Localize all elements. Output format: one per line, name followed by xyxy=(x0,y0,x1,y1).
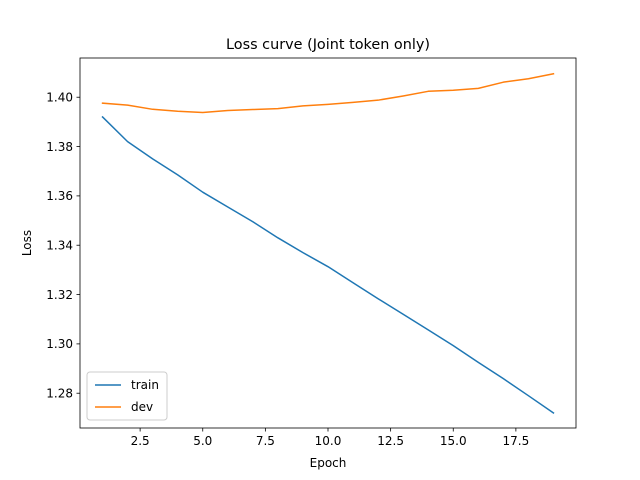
x-tick-label: 15.0 xyxy=(440,434,467,448)
x-tick-label: 7.5 xyxy=(256,434,275,448)
series-line-train xyxy=(101,115,555,414)
y-tick-label: 1.34 xyxy=(46,239,73,253)
plot-frame xyxy=(79,57,577,429)
series-layer xyxy=(101,72,555,414)
y-tick-label: 1.40 xyxy=(46,91,73,105)
series-line-dev xyxy=(101,72,555,114)
x-tick-label: 12.5 xyxy=(377,434,404,448)
x-axis-ticks: 2.5 5.0 7.5 10.0 12.5 15.0 17.5 xyxy=(131,428,530,448)
y-tick-label: 1.28 xyxy=(46,387,73,401)
y-tick-label: 1.38 xyxy=(46,140,73,154)
chart-title: Loss curve (Joint token only) xyxy=(226,37,430,53)
x-tick-label: 10.0 xyxy=(315,434,342,448)
y-tick-label: 1.30 xyxy=(46,337,73,351)
plot-area xyxy=(80,58,576,428)
y-axis-ticks: 1.28 1.30 1.32 1.34 1.36 1.38 1.40 xyxy=(46,91,80,401)
y-tick-label: 1.32 xyxy=(46,288,73,302)
x-axis-label: Epoch xyxy=(310,456,347,470)
x-tick-label: 2.5 xyxy=(131,434,150,448)
x-tick-label: 17.5 xyxy=(503,434,530,448)
y-axis-label: Loss xyxy=(20,230,34,256)
legend-box xyxy=(86,371,168,421)
legend-label-train: train xyxy=(131,378,159,392)
legend-label-dev: dev xyxy=(131,400,153,414)
legend: train dev xyxy=(86,371,168,421)
x-tick-label: 5.0 xyxy=(193,434,212,448)
y-tick-label: 1.36 xyxy=(46,189,73,203)
